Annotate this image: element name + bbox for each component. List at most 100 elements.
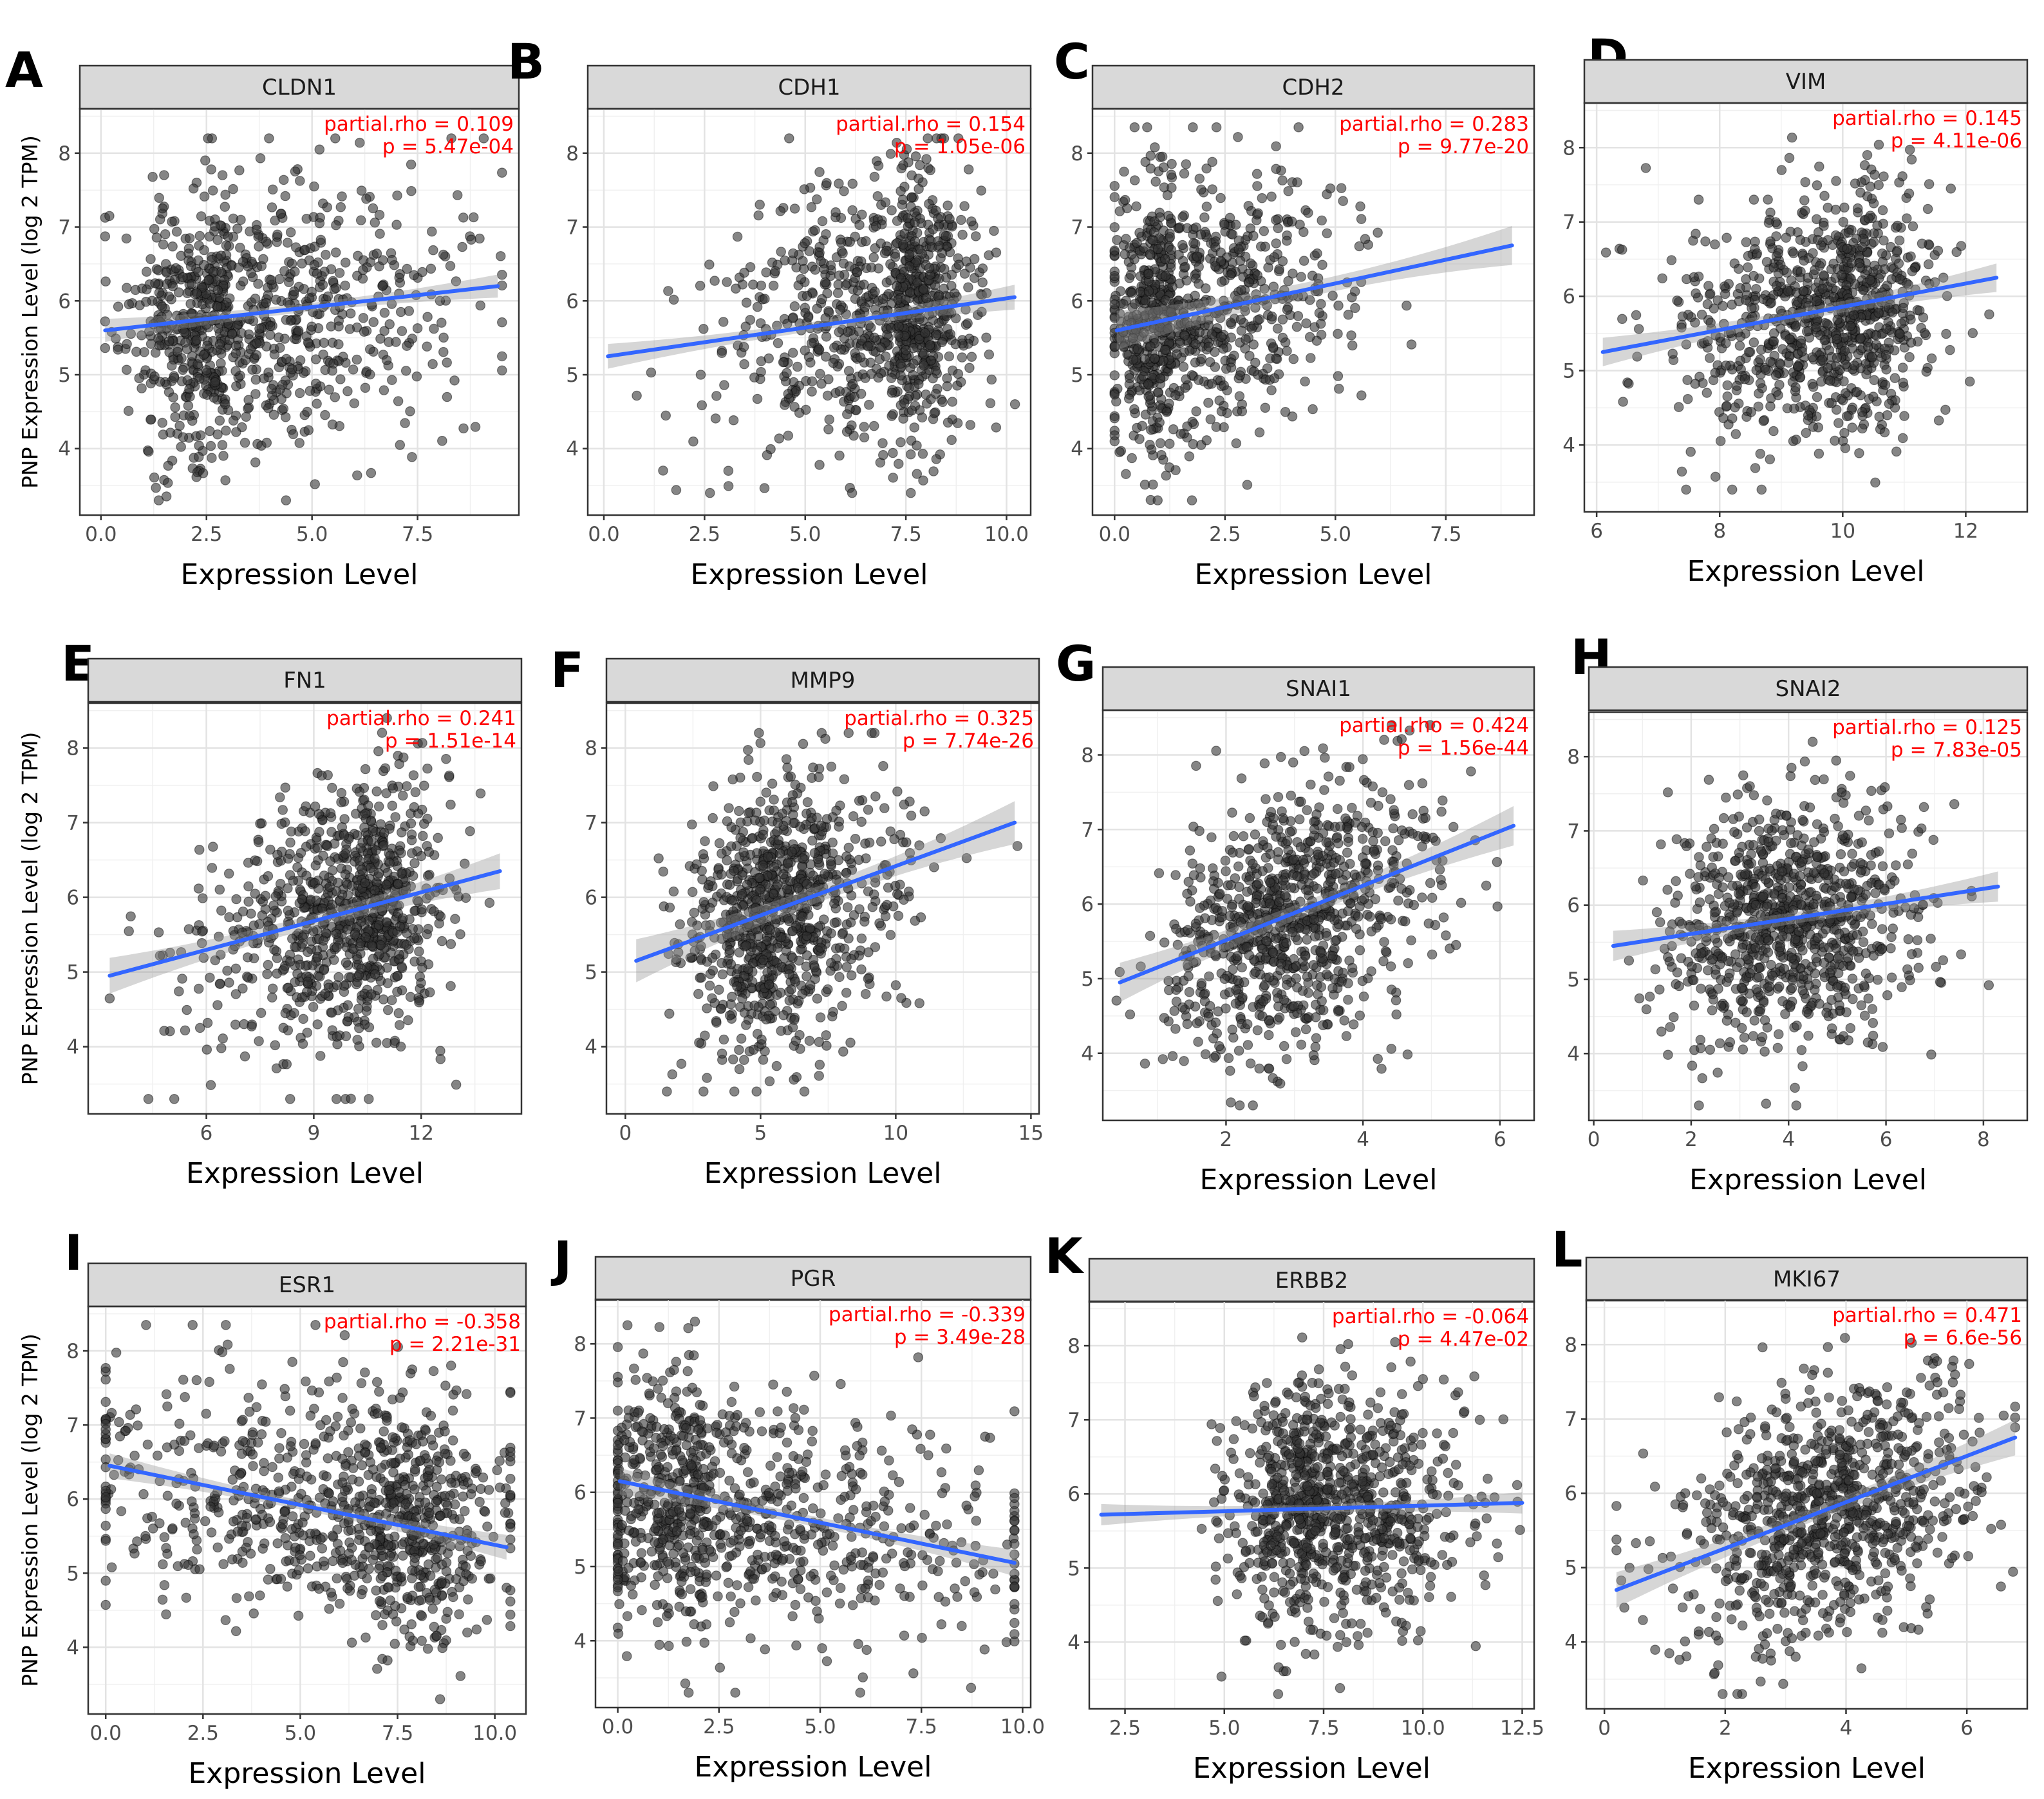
data-point bbox=[312, 399, 322, 409]
data-point bbox=[247, 1021, 257, 1031]
data-point bbox=[1282, 346, 1292, 356]
data-point bbox=[876, 238, 886, 249]
data-point bbox=[410, 787, 421, 798]
data-point bbox=[310, 241, 320, 252]
data-point bbox=[309, 181, 319, 192]
x-tick-label: 0.0 bbox=[85, 523, 117, 546]
data-point bbox=[165, 947, 175, 958]
data-point bbox=[885, 149, 896, 159]
data-point bbox=[1617, 244, 1627, 255]
data-point bbox=[1131, 310, 1142, 320]
data-point bbox=[1814, 261, 1825, 271]
data-point bbox=[769, 795, 779, 805]
data-point bbox=[976, 185, 986, 196]
data-point bbox=[937, 337, 948, 348]
data-point bbox=[405, 992, 416, 1003]
data-point bbox=[1277, 314, 1288, 325]
x-tick-label: 0.0 bbox=[1099, 523, 1130, 546]
data-point bbox=[214, 884, 225, 895]
data-point bbox=[1293, 122, 1304, 133]
data-point bbox=[1818, 270, 1829, 281]
data-point bbox=[445, 261, 456, 271]
data-point bbox=[820, 277, 830, 288]
partial-rho-label: partial.rho = 0.283 bbox=[1339, 113, 1529, 136]
data-point bbox=[401, 781, 412, 791]
data-point bbox=[1849, 360, 1860, 371]
data-point bbox=[870, 221, 881, 232]
data-point bbox=[1812, 391, 1823, 402]
data-point bbox=[435, 1054, 446, 1064]
data-point bbox=[406, 159, 417, 170]
data-point bbox=[323, 291, 333, 302]
data-point bbox=[1271, 214, 1281, 225]
data-point bbox=[157, 301, 167, 312]
data-point bbox=[177, 272, 188, 283]
data-point bbox=[794, 408, 805, 418]
data-point bbox=[919, 349, 929, 359]
data-point bbox=[1170, 390, 1181, 400]
data-point bbox=[1825, 375, 1835, 386]
data-point bbox=[308, 1002, 319, 1012]
data-point bbox=[1763, 194, 1773, 205]
data-point bbox=[1304, 295, 1315, 305]
data-point bbox=[468, 212, 479, 223]
data-point bbox=[314, 218, 325, 229]
data-point bbox=[379, 385, 389, 395]
y-tick-label: 7 bbox=[1562, 211, 1575, 234]
data-point bbox=[417, 738, 427, 748]
data-point bbox=[924, 340, 935, 350]
data-point bbox=[1721, 232, 1732, 243]
data-point bbox=[322, 202, 332, 212]
data-point bbox=[812, 303, 822, 314]
plot-area bbox=[80, 109, 519, 515]
data-point bbox=[881, 991, 892, 1002]
data-point bbox=[1863, 213, 1874, 223]
data-point bbox=[470, 422, 481, 432]
data-point bbox=[257, 910, 268, 921]
x-axis-title: Expression Level bbox=[1687, 555, 1925, 588]
data-point bbox=[1872, 220, 1882, 231]
regression-line bbox=[108, 869, 502, 978]
data-point bbox=[1236, 325, 1247, 336]
regression-line bbox=[103, 284, 500, 333]
y-axis-title: PNP Expression Level (log 2 TPM) bbox=[17, 732, 42, 1086]
data-point bbox=[807, 376, 818, 386]
data-point bbox=[1870, 169, 1880, 180]
data-point bbox=[170, 411, 180, 422]
data-point bbox=[1145, 341, 1156, 352]
data-point bbox=[1703, 281, 1714, 291]
data-point bbox=[424, 847, 435, 857]
data-point bbox=[1721, 400, 1732, 411]
data-point bbox=[220, 399, 230, 410]
data-point bbox=[253, 278, 263, 289]
data-point bbox=[702, 1003, 712, 1013]
data-point bbox=[1796, 338, 1806, 349]
data-point bbox=[134, 373, 144, 384]
data-point bbox=[908, 370, 918, 381]
data-point bbox=[944, 214, 955, 224]
data-point bbox=[1814, 161, 1824, 172]
data-point bbox=[194, 1022, 205, 1033]
data-point bbox=[272, 229, 283, 240]
data-point bbox=[1273, 223, 1283, 234]
data-point bbox=[1143, 379, 1154, 390]
x-tick-label: 5.0 bbox=[296, 523, 328, 546]
y-tick-label: 5 bbox=[66, 961, 79, 984]
data-point bbox=[1768, 262, 1779, 273]
data-point bbox=[1696, 309, 1707, 320]
data-point bbox=[381, 355, 392, 366]
data-point bbox=[755, 200, 765, 210]
data-point bbox=[445, 799, 456, 810]
data-point bbox=[251, 338, 262, 348]
data-point bbox=[136, 330, 147, 341]
data-point bbox=[834, 450, 845, 461]
data-point bbox=[1749, 337, 1759, 348]
data-point bbox=[806, 338, 817, 348]
data-point bbox=[216, 250, 227, 261]
data-point bbox=[301, 801, 311, 812]
data-point bbox=[1750, 294, 1760, 305]
data-point bbox=[1847, 422, 1857, 433]
data-point bbox=[1303, 207, 1313, 218]
data-point bbox=[321, 249, 331, 260]
data-point bbox=[1150, 142, 1160, 153]
